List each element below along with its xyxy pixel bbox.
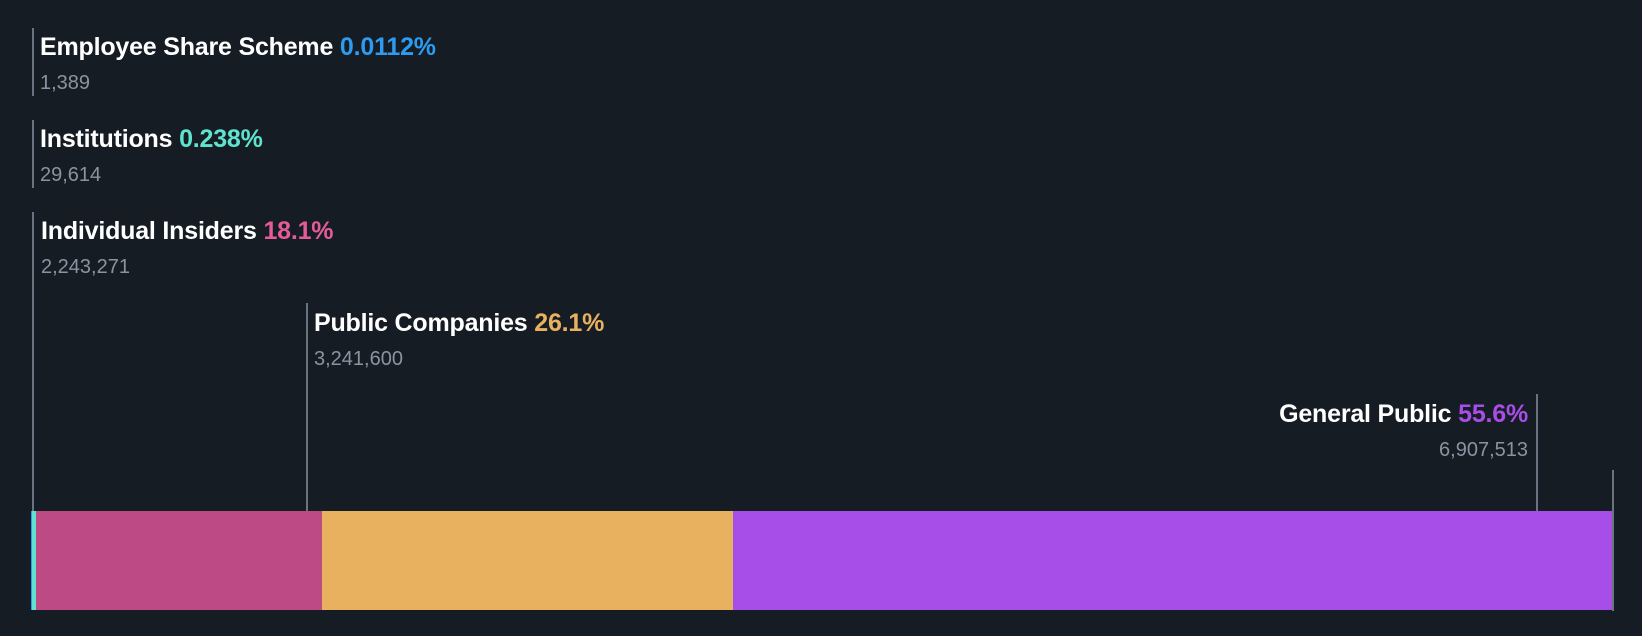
bar-segment-institutions[interactable] <box>31 511 36 610</box>
tick-line-public-companies <box>306 303 308 511</box>
tick-line-individual-insiders <box>32 212 34 511</box>
callout-percent: 26.1% <box>534 309 605 337</box>
callout-label: General Public <box>1279 400 1452 428</box>
bar-segment-employee-share-scheme[interactable] <box>31 511 32 610</box>
bar-segment-individual-insiders[interactable] <box>35 511 322 610</box>
callout-share-count: 6,907,513 <box>1439 439 1528 462</box>
callout-title-row: Employee Share Scheme 0.0112% <box>40 34 436 60</box>
callout-title-row: Public Companies 26.1% <box>314 310 604 336</box>
callout-percent: 55.6% <box>1458 400 1528 428</box>
callout-title-row: Individual Insiders 18.1% <box>41 217 334 245</box>
callout-label: Employee Share Scheme <box>40 33 334 61</box>
tick-line-general-public <box>1536 394 1538 511</box>
tick-line-institutions <box>32 120 34 188</box>
callout-individual-insiders[interactable]: Individual Insiders 18.1% 2,243,271 <box>41 217 334 279</box>
callout-label: Institutions <box>40 125 173 153</box>
bar-segment-general-public[interactable] <box>732 511 1612 610</box>
callout-general-public[interactable]: General Public 55.6% 6,907,513 <box>1279 401 1528 461</box>
callout-share-count: 29,614 <box>40 164 102 187</box>
callout-share-count: 3,241,600 <box>314 348 403 371</box>
stacked-ownership-bar[interactable] <box>31 511 1612 610</box>
callout-label: Individual Insiders <box>41 217 257 245</box>
bar-right-edge-tick <box>1612 470 1614 611</box>
callout-share-count: 2,243,271 <box>41 256 130 279</box>
callout-percent: 18.1% <box>263 217 334 245</box>
callout-title-row: Institutions 0.238% <box>40 126 263 152</box>
callout-label: Public Companies <box>314 309 528 337</box>
tick-line-employee-share-scheme <box>32 28 34 96</box>
callout-public-companies[interactable]: Public Companies 26.1% 3,241,600 <box>314 310 604 370</box>
callout-institutions[interactable]: Institutions 0.238% 29,614 <box>40 126 263 186</box>
callout-percent: 0.0112% <box>339 33 436 61</box>
bar-segment-public-companies[interactable] <box>321 511 733 610</box>
callout-title-row: General Public 55.6% <box>1279 401 1528 427</box>
callout-employee-share-scheme[interactable]: Employee Share Scheme 0.0112% 1,389 <box>40 34 436 94</box>
callout-percent: 0.238% <box>179 125 263 153</box>
callout-share-count: 1,389 <box>40 72 91 95</box>
